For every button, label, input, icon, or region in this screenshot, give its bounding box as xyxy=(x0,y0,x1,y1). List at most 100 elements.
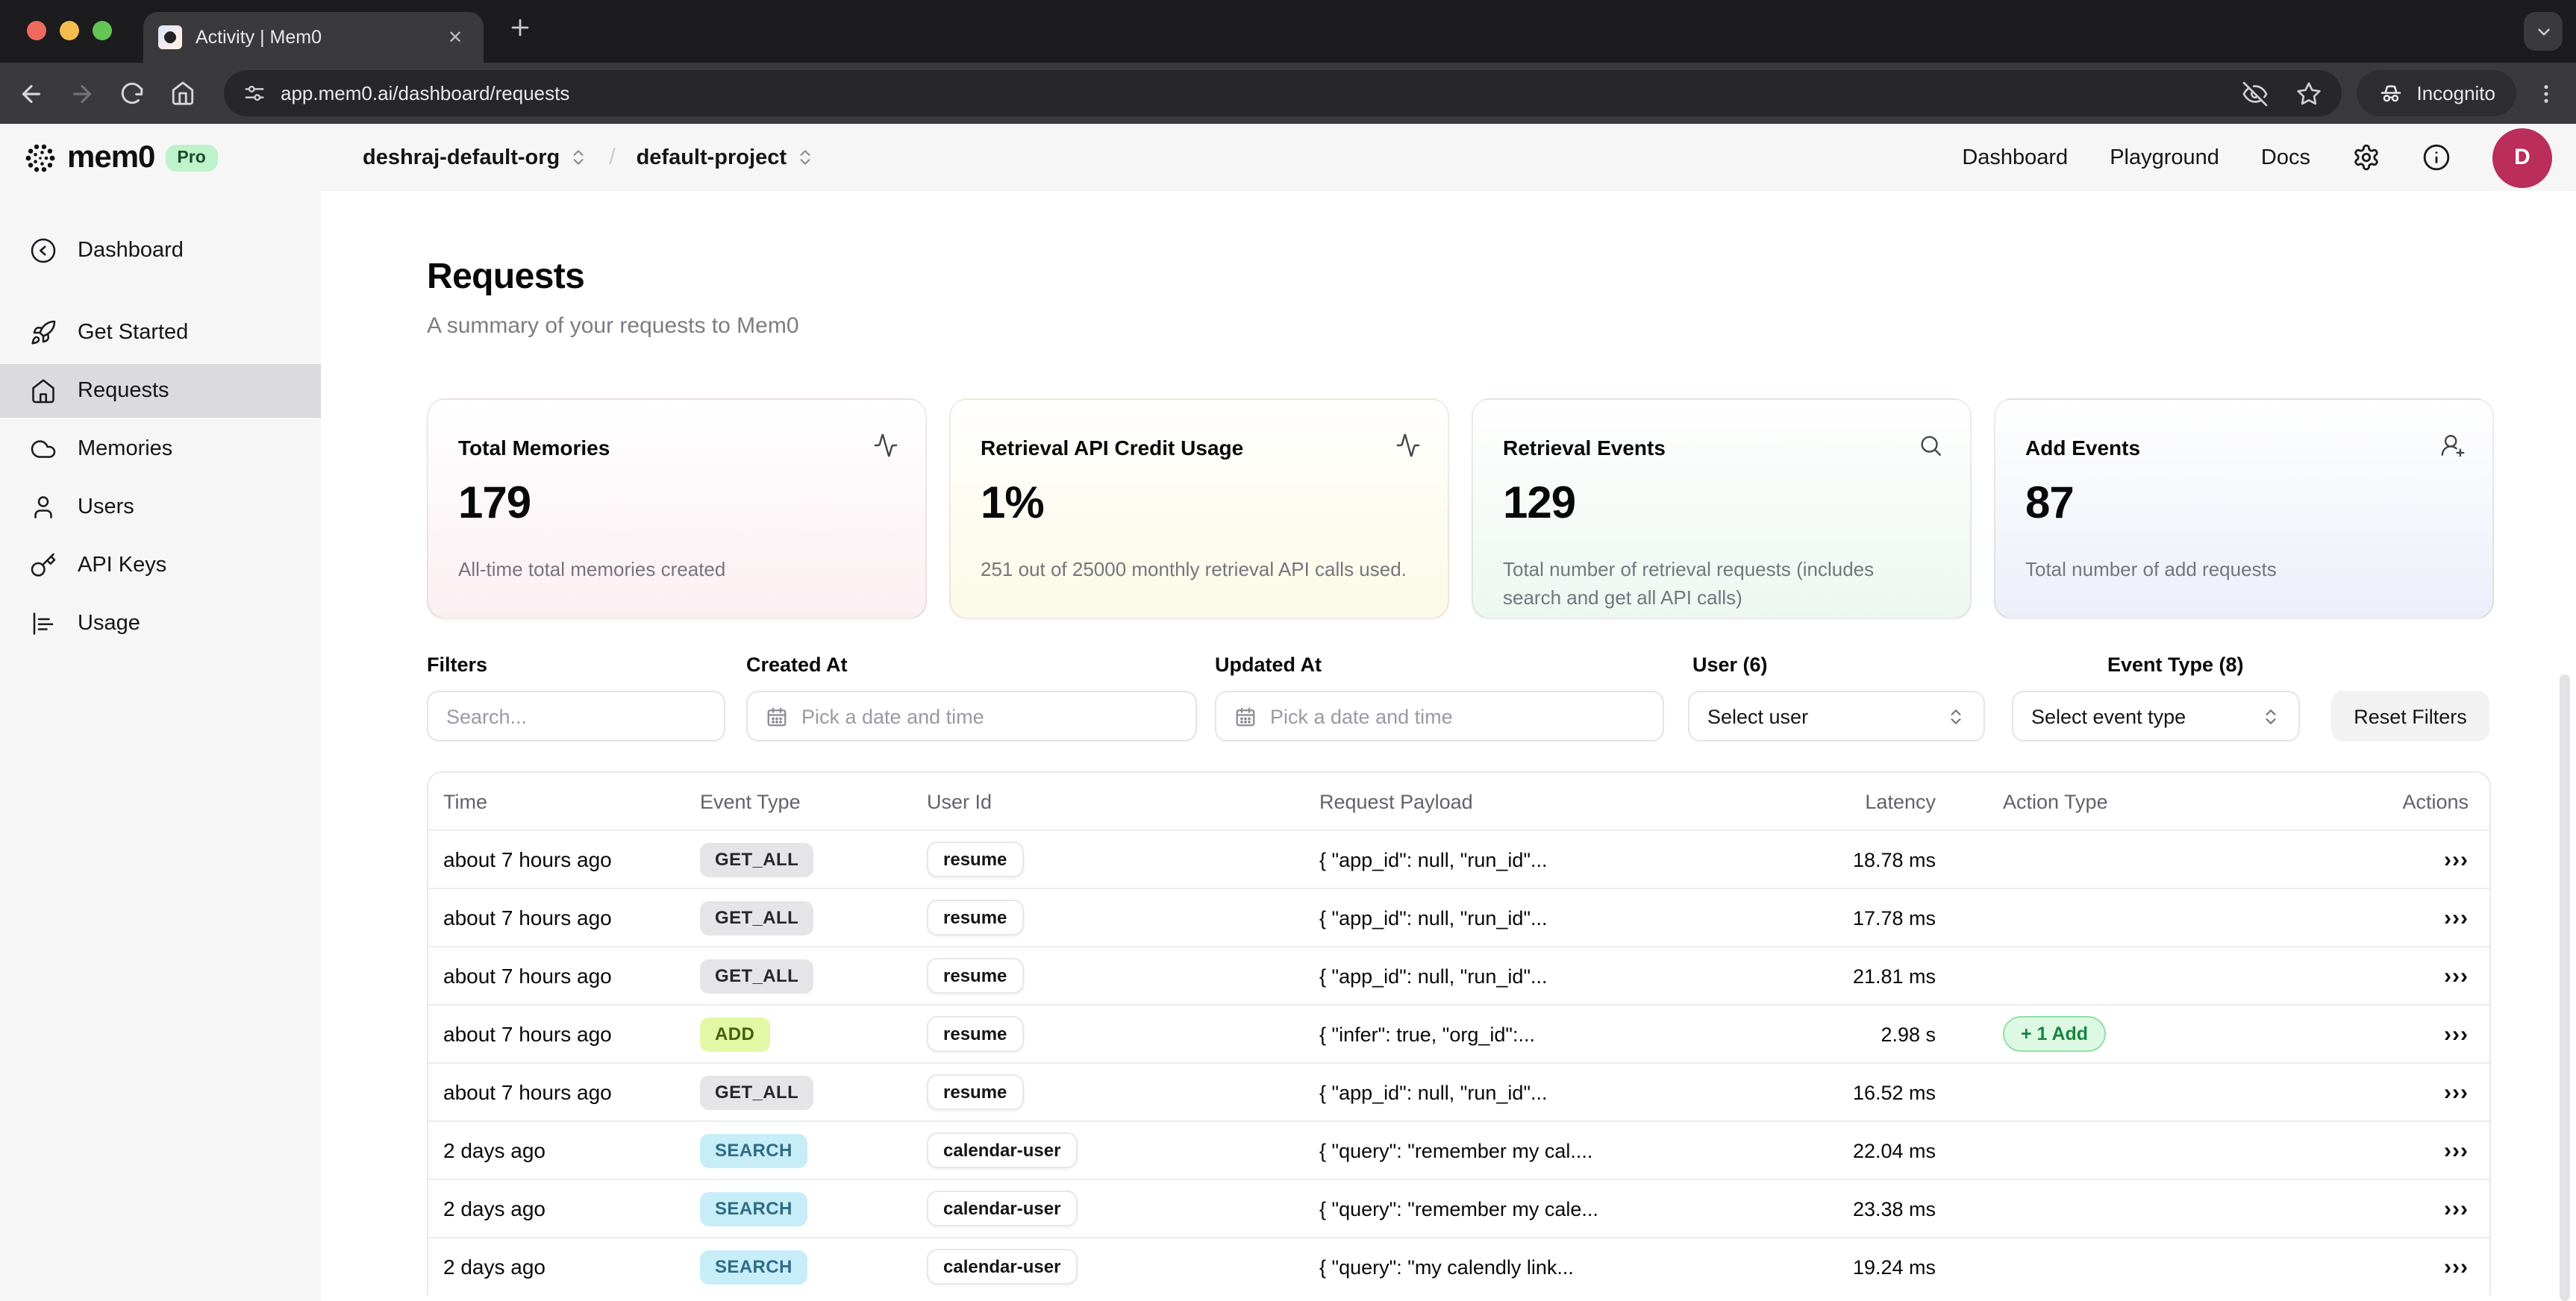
project-selector[interactable]: default-project xyxy=(637,145,815,169)
main-content: Requests A summary of your requests to M… xyxy=(321,191,2576,1301)
nav-docs-link[interactable]: Docs xyxy=(2260,145,2310,169)
reset-filters-button[interactable]: Reset Filters xyxy=(2331,691,2489,742)
action-type-badge: + 1 Add xyxy=(2003,1016,2107,1052)
back-button[interactable] xyxy=(18,80,45,107)
org-selector[interactable]: deshraj-default-org xyxy=(363,145,588,169)
event-type-cell: SEARCH xyxy=(700,1191,927,1226)
expand-row-chevrons-icon[interactable]: ››› xyxy=(2444,963,2469,988)
page-scrollbar-thumb[interactable] xyxy=(2560,674,2570,1301)
created-at-placeholder: Pick a date and time xyxy=(801,705,984,727)
close-window-button[interactable] xyxy=(27,21,46,40)
user-id-badge[interactable]: resume xyxy=(927,958,1024,994)
sidebar-item-memories[interactable]: Memories xyxy=(0,422,321,476)
latency-cell: 17.78 ms xyxy=(1852,906,1936,929)
search-input[interactable] xyxy=(427,691,725,742)
user-id-badge[interactable]: calendar-user xyxy=(927,1249,1078,1285)
updated-at-placeholder: Pick a date and time xyxy=(1270,705,1453,727)
table-row[interactable]: about 7 hours ago GET_ALL resume { "app_… xyxy=(428,1062,2489,1120)
home-button[interactable] xyxy=(170,80,197,107)
page-title: Requests xyxy=(427,257,585,297)
expand-row-chevrons-icon[interactable]: ››› xyxy=(2444,1138,2469,1163)
nav-playground-link[interactable]: Playground xyxy=(2110,145,2219,169)
table-row[interactable]: about 7 hours ago GET_ALL resume { "app_… xyxy=(428,830,2489,888)
request-payload-cell: { "query": "my calendly link... xyxy=(1319,1255,1574,1278)
sidebar-item-api-keys[interactable]: API Keys xyxy=(0,539,321,592)
actions-cell: ››› xyxy=(2358,963,2469,988)
table-row[interactable]: 2 days ago SEARCH calendar-user { "query… xyxy=(428,1237,2489,1295)
user-id-badge[interactable]: resume xyxy=(927,900,1024,935)
table-row[interactable]: 2 days ago SEARCH calendar-user { "query… xyxy=(428,1179,2489,1237)
updated-at-picker[interactable]: Pick a date and time xyxy=(1215,691,1664,742)
sidebar-item-get-started[interactable]: Get Started xyxy=(0,306,321,360)
site-settings-icon[interactable] xyxy=(243,82,266,104)
expand-row-chevrons-icon[interactable]: ››› xyxy=(2444,1196,2469,1221)
app-header: mem0 Pro deshraj-default-org / default-p… xyxy=(0,124,2576,191)
project-name: default-project xyxy=(636,145,787,169)
user-select[interactable]: Select user xyxy=(1688,691,1985,742)
time-cell: about 7 hours ago xyxy=(443,1080,612,1104)
user-id-badge[interactable]: calendar-user xyxy=(927,1191,1078,1226)
user-avatar[interactable]: D xyxy=(2492,128,2552,187)
minimize-window-button[interactable] xyxy=(60,21,79,40)
event-type-select-value: Select event type xyxy=(2031,705,2186,727)
table-row[interactable]: about 7 hours ago ADD resume { "infer": … xyxy=(428,1004,2489,1062)
expand-row-chevrons-icon[interactable]: ››› xyxy=(2444,905,2469,930)
window-controls xyxy=(27,21,112,40)
forward-button[interactable] xyxy=(69,80,96,107)
expand-row-chevrons-icon[interactable]: ››› xyxy=(2444,1254,2469,1279)
table-row[interactable]: 2 days ago SEARCH calendar-user { "query… xyxy=(428,1120,2489,1179)
event-type-badge: SEARCH xyxy=(700,1191,807,1226)
user-id-badge[interactable]: calendar-user xyxy=(927,1132,1078,1168)
reload-button[interactable] xyxy=(119,80,146,107)
sidebar-item-usage[interactable]: Usage xyxy=(0,597,321,650)
info-icon[interactable] xyxy=(2422,143,2451,172)
tab-close-icon[interactable]: ✕ xyxy=(447,27,463,48)
sidebar-item-label: Dashboard xyxy=(78,239,184,263)
activity-icon xyxy=(1395,433,1421,458)
browser-tab[interactable]: Activity | Mem0 ✕ xyxy=(143,12,484,63)
event-type-select[interactable]: Select event type xyxy=(2012,691,2300,742)
expand-row-chevrons-icon[interactable]: ››› xyxy=(2444,1021,2469,1047)
request-payload-cell: { "app_id": null, "run_id"... xyxy=(1319,906,1548,929)
user-id-badge[interactable]: resume xyxy=(927,841,1024,877)
mem0-favicon xyxy=(158,25,182,49)
incognito-label: Incognito xyxy=(2416,82,2495,104)
sidebar-item-users[interactable]: Users xyxy=(0,480,321,534)
address-bar[interactable]: app.mem0.ai/dashboard/requests xyxy=(224,70,2342,116)
table-body: about 7 hours ago GET_ALL resume { "app_… xyxy=(428,830,2489,1295)
user-id-badge[interactable]: resume xyxy=(927,1016,1024,1052)
stat-title: Add Events xyxy=(2025,436,2141,460)
user-id-badge[interactable]: resume xyxy=(927,1074,1024,1110)
url-text: app.mem0.ai/dashboard/requests xyxy=(281,82,570,104)
zoom-window-button[interactable] xyxy=(93,21,112,40)
bookmark-star-icon[interactable] xyxy=(2295,80,2322,107)
stat-description: Total number of add requests xyxy=(2025,558,2277,580)
user-id-cell: resume xyxy=(927,841,1319,877)
settings-gear-icon[interactable] xyxy=(2352,143,2380,172)
table-row[interactable]: about 7 hours ago GET_ALL resume { "app_… xyxy=(428,946,2489,1004)
expand-row-chevrons-icon[interactable]: ››› xyxy=(2444,1079,2469,1105)
request-payload-cell: { "app_id": null, "run_id"... xyxy=(1319,848,1548,871)
user-id-cell: resume xyxy=(927,900,1319,935)
browser-menu-icon[interactable] xyxy=(2534,81,2558,105)
request-payload-cell: { "query": "remember my cal.... xyxy=(1319,1139,1593,1162)
new-tab-button[interactable] xyxy=(507,15,533,40)
actions-cell: ››› xyxy=(2358,1079,2469,1105)
sidebar-item-label: Requests xyxy=(78,379,169,403)
expand-row-chevrons-icon[interactable]: ››› xyxy=(2444,847,2469,872)
org-name: deshraj-default-org xyxy=(363,145,560,169)
mem0-logo[interactable]: mem0 Pro xyxy=(24,139,218,175)
user-icon xyxy=(30,494,57,521)
nav-dashboard-link[interactable]: Dashboard xyxy=(1962,145,2069,169)
stat-card-total-memories: Total Memories 179 All-time total memori… xyxy=(427,398,927,619)
time-cell: 2 days ago xyxy=(443,1138,545,1162)
table-row[interactable]: about 7 hours ago GET_ALL resume { "app_… xyxy=(428,888,2489,946)
column-header-time: Time xyxy=(443,790,487,812)
sidebar-item-dashboard[interactable]: Dashboard xyxy=(0,224,321,278)
calendar-icon xyxy=(1234,705,1257,727)
stat-card-retrieval-events: Retrieval Events 129 Total number of ret… xyxy=(1472,398,1972,619)
tab-search-chevron-button[interactable] xyxy=(2524,12,2563,51)
eye-off-icon[interactable] xyxy=(2242,80,2269,107)
sidebar-item-requests[interactable]: Requests xyxy=(0,364,321,418)
created-at-picker[interactable]: Pick a date and time xyxy=(746,691,1197,742)
